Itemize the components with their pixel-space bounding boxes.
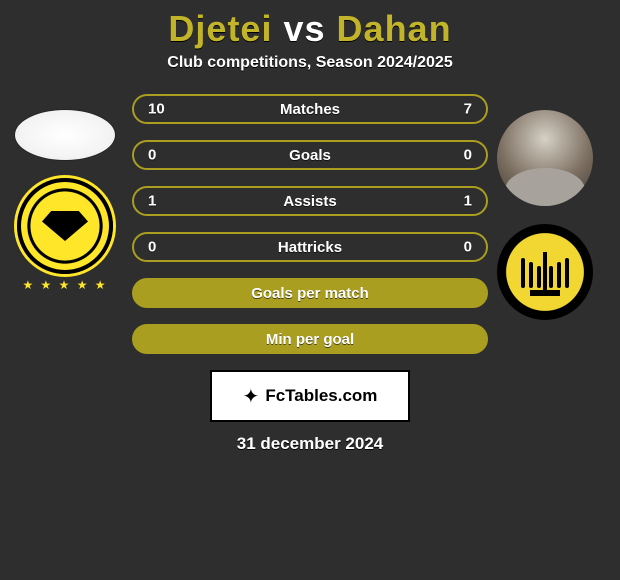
brand-icon: ✦	[243, 384, 260, 409]
player2-name: Dahan	[337, 8, 452, 49]
player1-club-crest: ★ ★ ★ ★ ★	[17, 178, 113, 274]
page-title: Djetei vs Dahan	[168, 8, 451, 50]
player1-avatar	[15, 110, 115, 160]
subtitle: Club competitions, Season 2024/2025	[167, 54, 452, 72]
menorah-icon	[517, 248, 573, 296]
stat-left-value: 0	[148, 147, 156, 164]
stat-left-value: 0	[148, 239, 156, 256]
stat-right-value: 7	[464, 101, 472, 118]
vs-separator: vs	[283, 8, 325, 49]
player2-column	[490, 110, 600, 320]
crest-stars: ★ ★ ★ ★ ★	[5, 278, 125, 292]
stat-row: 0 Goals 0	[132, 140, 488, 170]
brand-text: FcTables.com	[265, 386, 377, 406]
stat-left-value: 1	[148, 193, 156, 210]
player2-avatar	[497, 110, 593, 206]
stat-right-value: 1	[464, 193, 472, 210]
stat-row: Min per goal	[132, 324, 488, 354]
stat-label: Hattricks	[278, 239, 342, 256]
footer-date: 31 december 2024	[237, 434, 384, 454]
stat-label: Matches	[280, 101, 340, 118]
stats-table: 10Matches70Goals01Assists10Hattricks0Goa…	[132, 94, 488, 354]
stat-row: 0 Hattricks 0	[132, 232, 488, 262]
player1-column: ★ ★ ★ ★ ★	[10, 110, 120, 274]
stat-label: Goals	[289, 147, 331, 164]
player1-name: Djetei	[168, 8, 272, 49]
stat-label: Min per goal	[266, 331, 354, 348]
diamond-icon	[42, 211, 88, 241]
brand-badge: ✦ FcTables.com	[210, 370, 410, 422]
stat-label: Goals per match	[251, 285, 369, 302]
stat-right-value: 0	[464, 147, 472, 164]
stat-row: 1 Assists 1	[132, 186, 488, 216]
stat-row: Goals per match	[132, 278, 488, 308]
stat-left-value: 10	[148, 101, 165, 118]
stat-row: 10 Matches 7	[132, 94, 488, 124]
player2-club-crest	[497, 224, 593, 320]
stat-label: Assists	[283, 193, 336, 210]
stat-right-value: 0	[464, 239, 472, 256]
